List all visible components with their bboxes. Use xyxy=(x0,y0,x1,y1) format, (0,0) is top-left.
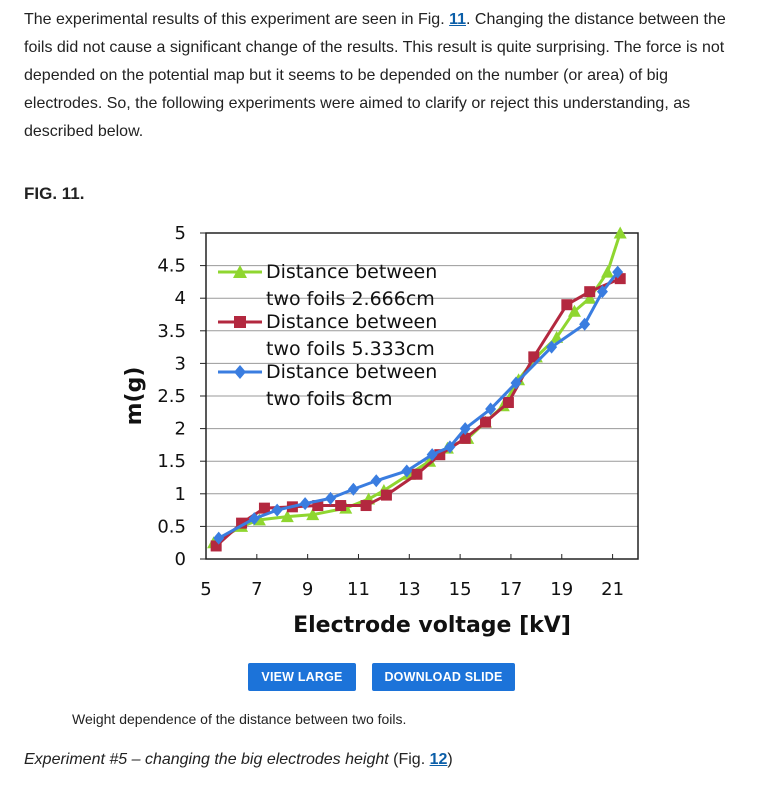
fig-11-link[interactable]: 11 xyxy=(449,11,467,28)
data-point-series-2 xyxy=(584,286,596,298)
data-point-series-2 xyxy=(528,351,540,363)
plot-frame xyxy=(205,232,639,560)
data-point-series-3 xyxy=(325,491,337,505)
legend-label-2: Distance between xyxy=(266,311,437,333)
data-point-series-3 xyxy=(612,265,624,279)
y-tick-label: 0 xyxy=(175,549,186,570)
data-point-series-2 xyxy=(380,489,392,501)
data-point-series-3 xyxy=(485,402,497,416)
data-point-series-2 xyxy=(258,502,270,514)
data-point-series-1 xyxy=(280,510,294,523)
experiment-title: Experiment #5 – changing the big electro… xyxy=(24,751,389,768)
x-axis-label: Electrode voltage [kV] xyxy=(293,613,571,638)
fig-12-link[interactable]: 12 xyxy=(429,751,448,768)
data-point-series-1 xyxy=(306,508,320,521)
data-point-series-1 xyxy=(601,265,615,278)
data-point-series-2 xyxy=(614,273,626,285)
data-point-series-3 xyxy=(401,464,413,478)
intro-text-1: The experimental results of this experim… xyxy=(24,11,450,28)
x-tick-label: 11 xyxy=(347,579,370,600)
data-point-series-3 xyxy=(579,317,591,331)
x-tick-label: 19 xyxy=(550,579,573,600)
legend-label-2: two foils 5.333cm xyxy=(266,338,435,360)
download-slide-button[interactable]: DOWNLOAD SLIDE xyxy=(372,663,515,691)
legend-label-3: two foils 8cm xyxy=(266,388,393,410)
data-point-series-3 xyxy=(546,340,558,354)
y-tick-label: 5 xyxy=(175,223,186,244)
data-point-series-2 xyxy=(335,500,347,512)
data-point-series-3 xyxy=(370,474,382,488)
data-point-series-1 xyxy=(567,304,581,317)
y-tick-label: 0.5 xyxy=(157,516,186,537)
data-point-series-3 xyxy=(426,448,438,462)
data-point-series-3 xyxy=(347,482,359,496)
y-tick-label: 4.5 xyxy=(157,256,186,277)
data-point-series-2 xyxy=(411,468,423,480)
figure-label: FIG. 11. xyxy=(24,184,85,203)
data-point-series-3 xyxy=(213,531,225,545)
legend-label-1: Distance between xyxy=(266,261,437,283)
x-tick-label: 7 xyxy=(251,579,262,600)
data-point-series-2 xyxy=(434,449,446,461)
data-point-series-3 xyxy=(596,285,608,299)
data-point-series-3 xyxy=(248,512,260,526)
data-point-series-1 xyxy=(613,226,627,239)
data-point-series-3 xyxy=(444,440,456,454)
legend-label-1: two foils 2.666cm xyxy=(266,288,435,310)
y-tick-label: 3 xyxy=(175,353,186,374)
view-large-button[interactable]: VIEW LARGE xyxy=(248,663,356,691)
intro-text-2: . Changing the distance between the foil… xyxy=(24,11,726,140)
experiment-paren-close: ) xyxy=(447,751,453,768)
y-tick-label: 2.5 xyxy=(157,386,186,407)
data-point-series-2 xyxy=(502,397,514,409)
y-tick-label: 4 xyxy=(175,288,186,309)
data-point-series-3 xyxy=(299,497,311,511)
data-point-series-3 xyxy=(510,376,522,390)
experiment-paren-open: (Fig. xyxy=(388,751,430,768)
data-point-series-1 xyxy=(583,291,597,304)
y-tick-label: 1.5 xyxy=(157,451,186,472)
legend-marker-3 xyxy=(234,365,246,379)
figure-caption: Weight dependence of the distance betwee… xyxy=(72,711,407,727)
y-tick-label: 2 xyxy=(175,419,186,440)
y-axis-label: m(g) xyxy=(122,367,147,426)
data-point-series-2 xyxy=(360,500,372,512)
data-point-series-2 xyxy=(459,432,471,444)
x-tick-label: 15 xyxy=(449,579,472,600)
y-tick-label: 1 xyxy=(175,484,186,505)
legend-marker-2 xyxy=(234,316,246,328)
data-point-series-2 xyxy=(210,540,222,552)
x-tick-label: 5 xyxy=(200,579,211,600)
data-point-series-2 xyxy=(561,299,573,311)
x-tick-label: 13 xyxy=(398,579,421,600)
x-tick-label: 9 xyxy=(302,579,313,600)
data-point-series-3 xyxy=(271,503,283,517)
data-point-series-2 xyxy=(236,517,248,529)
weight-chart: 0 0.5 1 1.5 2 2.5 3 3.5 4 4.5 5 5 7 9 11 13 15 17 19 21 Elec… xyxy=(122,223,639,638)
y-tick-label: 3.5 xyxy=(157,321,186,342)
data-point-series-3 xyxy=(459,422,471,436)
intro-paragraph: The experimental results of this experim… xyxy=(24,6,736,146)
data-point-series-2 xyxy=(312,500,324,512)
data-point-series-2 xyxy=(480,416,492,428)
data-point-series-1 xyxy=(423,454,437,467)
legend-label-3: Distance between xyxy=(266,361,437,383)
legend-marker-1 xyxy=(233,265,247,278)
x-tick-label: 17 xyxy=(499,579,522,600)
x-tick-label: 21 xyxy=(601,579,624,600)
experiment-heading: Experiment #5 – changing the big electro… xyxy=(24,751,453,769)
